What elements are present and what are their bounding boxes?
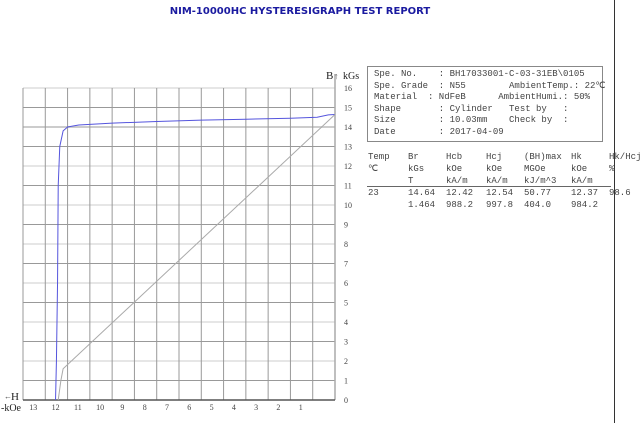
column-header: Br <box>408 152 419 162</box>
column-header: MGOe <box>524 164 546 174</box>
y-tick-label: 6 <box>344 279 348 288</box>
y-axis-label: B <box>326 70 333 82</box>
table-cell: 404.0 <box>524 200 552 210</box>
y-tick-label: 2 <box>344 357 348 366</box>
table-cell: 23 <box>368 188 379 198</box>
y-tick-label: 5 <box>344 299 348 308</box>
specimen-info-box: Spe. No. : BH17033001-C-03-31EB\0105 Spe.… <box>367 66 606 142</box>
material: Material : NdFeB AmbientHumi.: 50% <box>374 92 591 102</box>
y-tick-label: 10 <box>344 201 352 210</box>
y-tick-label: 0 <box>344 396 348 405</box>
page-divider <box>614 0 615 423</box>
x-tick-label: 11 <box>74 403 82 412</box>
column-header: ℃ <box>368 164 379 174</box>
y-tick-label: 14 <box>344 123 352 132</box>
load-line <box>57 114 336 401</box>
y-tick-label: 9 <box>344 221 348 230</box>
table-separator <box>367 186 611 187</box>
table-cell: 984.2 <box>571 200 599 210</box>
x-tick-label: 6 <box>187 403 191 412</box>
x-axis-unit: -kOe <box>1 403 22 414</box>
x-tick-label: 13 <box>29 403 37 412</box>
x-tick-label: 7 <box>165 403 169 412</box>
column-header: Hcb <box>446 152 463 162</box>
column-header: kA/m <box>571 176 593 186</box>
spe-no: Spe. No. : BH17033001-C-03-31EB\0105 <box>374 69 585 79</box>
column-header: (BH)max <box>524 152 562 162</box>
x-tick-label: 10 <box>96 403 104 412</box>
x-tick-label: 12 <box>52 403 60 412</box>
column-header: Hk/Hcj <box>609 152 641 162</box>
column-header: Temp <box>368 152 390 162</box>
y-tick-label: 1 <box>344 377 348 386</box>
date: Date : 2017-04-09 <box>374 126 504 137</box>
column-header: kA/m <box>486 176 508 186</box>
y-tick-label: 11 <box>344 182 352 191</box>
x-arrow-icon: ← <box>4 392 12 401</box>
table-cell: 50.77 <box>524 188 552 198</box>
size: Size : 10.03mm Check by : <box>374 115 569 125</box>
report-title: NIM-10000HC HYSTERESIGRAPH TEST REPORT <box>169 6 431 17</box>
column-header: kOe <box>486 164 503 174</box>
y-tick-label: 12 <box>344 162 352 171</box>
column-header: Hcj <box>486 152 503 162</box>
table-cell: 988.2 <box>446 200 474 210</box>
y-tick-label: 16 <box>344 84 352 93</box>
table-cell: 98.6 <box>609 188 631 198</box>
x-tick-label: 5 <box>210 403 214 412</box>
y-tick-label: 7 <box>344 260 348 269</box>
y-tick-label: 4 <box>344 318 348 327</box>
demag-curve <box>55 114 336 401</box>
y-axis-unit: kGs <box>343 71 359 82</box>
x-tick-label: 2 <box>276 403 280 412</box>
column-header: kGs <box>408 164 425 174</box>
x-tick-label: 8 <box>143 403 147 412</box>
shape: Shape : Cylinder Test by : <box>374 103 569 114</box>
column-header: kOe <box>571 164 588 174</box>
column-header: % <box>609 164 615 174</box>
x-axis-label: H <box>11 391 19 403</box>
spe-grade: Spe. Grade : N55 AmbientTemp.: 22℃ <box>374 80 606 91</box>
table-cell: 12.54 <box>486 188 514 198</box>
x-tick-label: 9 <box>120 403 124 412</box>
y-tick-label: 13 <box>344 143 352 152</box>
column-header: kOe <box>446 164 463 174</box>
y-arrow-icon: ↑ <box>334 71 339 81</box>
table-cell: 12.42 <box>446 188 474 198</box>
column-header: T <box>408 176 414 186</box>
y-tick-label: 3 <box>344 338 348 347</box>
y-tick-label: 8 <box>344 240 348 249</box>
x-tick-label: 1 <box>299 403 303 412</box>
table-cell: 14.64 <box>408 188 436 198</box>
table-cell: 1.464 <box>408 200 436 210</box>
column-header: kJ/m^3 <box>524 176 557 186</box>
y-tick-label: 15 <box>344 104 352 113</box>
column-header: Hk <box>571 152 582 162</box>
x-tick-label: 3 <box>254 403 258 412</box>
table-cell: 12.37 <box>571 188 599 198</box>
table-cell: 997.8 <box>486 200 514 210</box>
column-header: kA/m <box>446 176 468 186</box>
x-tick-label: 4 <box>232 403 236 412</box>
